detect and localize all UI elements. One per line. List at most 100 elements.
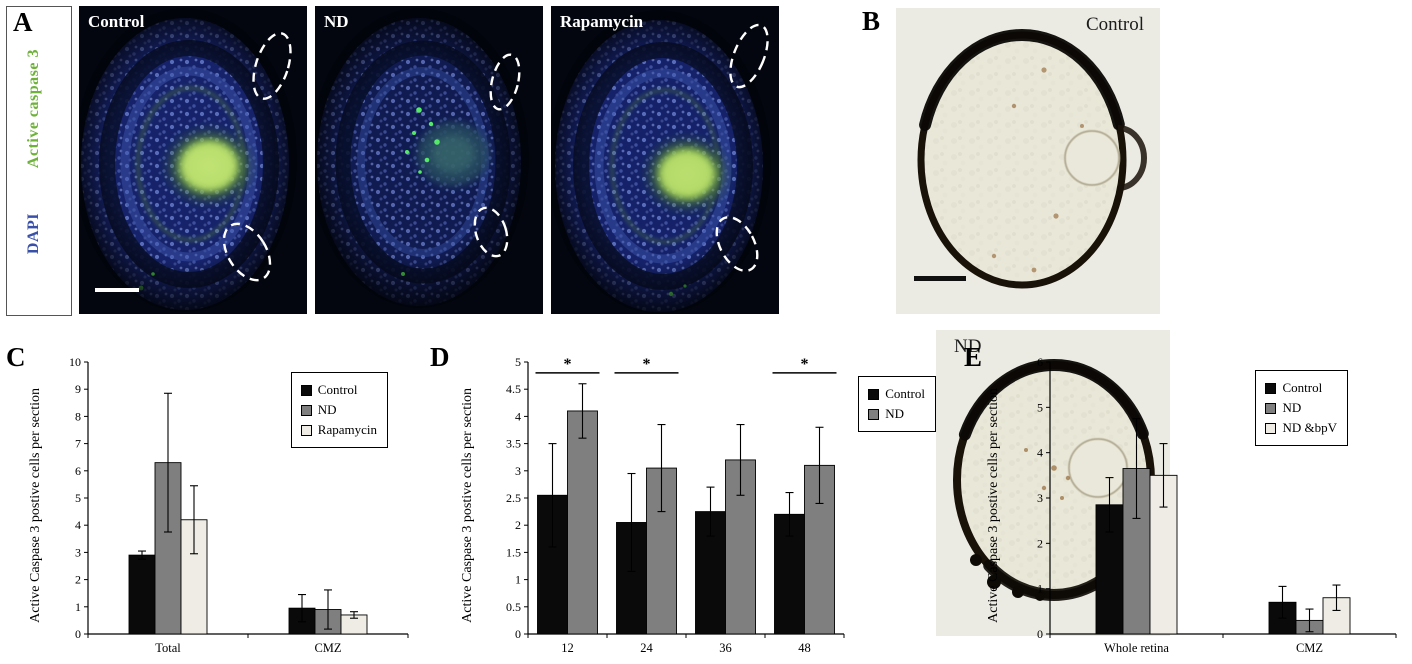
- svg-text:1: 1: [1037, 582, 1043, 596]
- fluorescence-image-control: Control: [79, 6, 307, 314]
- legend-swatch: [1265, 382, 1277, 394]
- svg-text:3.5: 3.5: [506, 437, 521, 451]
- chart-c-plot: 0 1 2 3 4 5 6 7 8 9 10 Total CMZ: [58, 350, 412, 662]
- svg-text:24: 24: [640, 641, 653, 655]
- chart-e: E Active Caspase 3 postive cells per sec…: [940, 336, 1412, 664]
- legend-item: Control: [300, 380, 377, 400]
- svg-text:36: 36: [719, 641, 732, 655]
- svg-text:0: 0: [1037, 627, 1043, 641]
- charts-row: C Active Caspase 3 postive cells per sec…: [0, 336, 1412, 664]
- legend-label: Control: [885, 386, 925, 401]
- legend-D: Control ND: [858, 376, 936, 433]
- bar: [646, 467, 677, 635]
- svg-text:3: 3: [75, 545, 81, 559]
- dashed-roi: [252, 32, 292, 100]
- legend-label: ND: [317, 402, 337, 418]
- svg-text:4: 4: [75, 518, 81, 532]
- legend-swatch: [300, 384, 312, 396]
- legend-item: ND &bpV: [1265, 418, 1337, 438]
- image-label-nd: ND: [324, 12, 349, 31]
- svg-text:Total: Total: [155, 641, 181, 655]
- image-label-rapamycin: Rapamycin: [560, 12, 644, 31]
- fluorescence-art-control: [79, 6, 307, 314]
- legend-E: Control ND ND &bpV: [1255, 370, 1348, 447]
- chart-e-plot: 0 1 2 3 4 5 6 Whole retina CMZ: [1024, 350, 1400, 662]
- svg-text:6: 6: [1037, 355, 1043, 369]
- active-caspase3-label: Active caspase 3: [25, 49, 42, 169]
- plot-svg-D: 0 0.5 1 1.5 2 2.5 3 3.5 4 4.5 5 12 24 36 48 * * *: [506, 355, 845, 655]
- svg-text:5: 5: [515, 355, 521, 369]
- svg-text:4.5: 4.5: [506, 382, 521, 396]
- fluorescence-art-nd: [315, 6, 543, 314]
- legend-item: Control: [868, 384, 925, 404]
- svg-text:0.5: 0.5: [506, 600, 521, 614]
- legend-swatch: [300, 404, 312, 416]
- fluorescence-image-rapamycin: Rapamycin: [551, 6, 779, 314]
- svg-text:1.5: 1.5: [506, 545, 521, 559]
- svg-text:1: 1: [75, 600, 81, 614]
- significance-asterisk: *: [564, 356, 572, 373]
- legend-swatch: [300, 424, 312, 436]
- image-label-control: Control: [88, 12, 145, 31]
- dashed-roi: [489, 53, 521, 111]
- chart-d: D Active Caspase 3 postive cells per sec…: [424, 336, 940, 664]
- fluorescence-image-nd: ND: [315, 6, 543, 314]
- svg-text:9: 9: [75, 382, 81, 396]
- svg-text:3: 3: [1037, 491, 1043, 505]
- svg-text:2: 2: [1037, 536, 1043, 550]
- panel-c-letter: C: [6, 342, 26, 372]
- legend-swatch: [1265, 422, 1277, 434]
- plot-svg-C: 0 1 2 3 4 5 6 7 8 9 10 Total CMZ: [69, 355, 409, 655]
- dashed-roi: [729, 23, 769, 89]
- legend-item: ND: [300, 400, 377, 420]
- legend-label: Rapamycin: [317, 422, 377, 438]
- brightfield-image-control: Control: [896, 8, 1160, 314]
- dashed-roi: [473, 206, 509, 258]
- dashed-roi: [715, 215, 759, 273]
- legend-item: Rapamycin: [300, 420, 377, 440]
- svg-text:4: 4: [1037, 446, 1043, 460]
- brightfield-art-control: [896, 8, 1160, 314]
- legend-C: Control ND Rapamycin: [290, 372, 388, 449]
- svg-text:8: 8: [75, 409, 81, 423]
- image-label-b-nd: ND: [954, 336, 982, 357]
- legend-label: ND: [885, 406, 905, 422]
- svg-text:1: 1: [515, 573, 521, 587]
- image-label-b-control: Control: [1085, 14, 1144, 35]
- svg-text:10: 10: [69, 355, 81, 369]
- plot-svg-E: 0 1 2 3 4 5 6 Whole retina CMZ: [1037, 355, 1397, 655]
- scale-bar: [914, 276, 966, 281]
- svg-text:5: 5: [75, 491, 81, 505]
- significance-asterisk: *: [801, 356, 809, 373]
- panel-a-letter: A: [13, 7, 33, 37]
- panel-a-label-strip: A Active caspase 3 DAPI: [6, 6, 72, 316]
- svg-text:CMZ: CMZ: [314, 641, 341, 655]
- svg-text:48: 48: [798, 641, 811, 655]
- fluorescence-art-rapamycin: [551, 6, 779, 314]
- dapi-label: DAPI: [25, 213, 42, 255]
- legend-swatch: [868, 388, 880, 400]
- significance-asterisk: *: [643, 356, 651, 373]
- legend-item: Control: [1265, 378, 1337, 398]
- chart-d-ylabel: Active Caspase 3 postive cells per secti…: [460, 387, 475, 623]
- svg-text:0: 0: [75, 627, 81, 641]
- chart-c-ylabel: Active Caspase 3 postive cells per secti…: [28, 387, 43, 623]
- legend-label: Control: [317, 382, 358, 397]
- legend-label: Control: [1282, 380, 1323, 395]
- bar: [567, 410, 598, 635]
- svg-text:2: 2: [515, 518, 521, 532]
- chart-e-ylabel: Active Caspase 3 postive cells per secti…: [986, 387, 1001, 623]
- svg-text:6: 6: [75, 464, 81, 478]
- legend-item: ND: [1265, 398, 1337, 418]
- svg-text:12: 12: [561, 641, 574, 655]
- legend-swatch: [868, 408, 880, 420]
- scale-bar: [95, 288, 139, 292]
- chart-d-plot: 0 0.5 1 1.5 2 2.5 3 3.5 4 4.5 5 12 24 36 48 * * *: [494, 350, 848, 662]
- svg-text:7: 7: [75, 437, 81, 451]
- panel-d-letter: D: [430, 342, 450, 372]
- bar: [128, 554, 156, 635]
- legend-swatch: [1265, 402, 1277, 414]
- dashed-roi: [222, 222, 272, 282]
- svg-text:2.5: 2.5: [506, 491, 521, 505]
